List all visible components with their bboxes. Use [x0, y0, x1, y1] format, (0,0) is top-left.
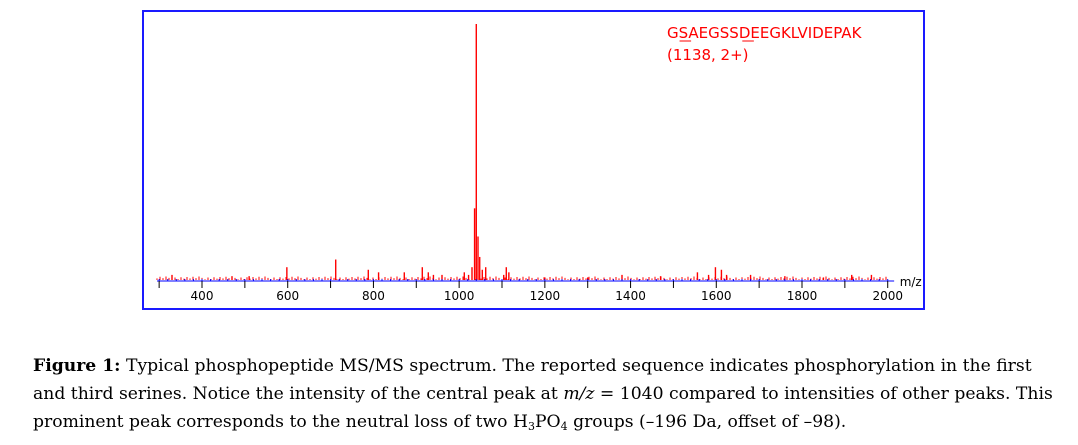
x-tick-label: 600 [276, 289, 299, 303]
peptide-sequence-text: GSAEGSSDEEGKLVIDEPAK [667, 24, 863, 42]
caption-mz-symbol: m/z [563, 384, 595, 404]
x-tick-label: 400 [191, 289, 214, 303]
spectrum-figure: 400 600 800 1000 1200 1400 1600 1800 2000 m/z GSAE… [142, 10, 925, 310]
x-tick-label: 1000 [444, 289, 475, 303]
x-tick-label: 800 [362, 289, 385, 303]
caption-label: Figure 1: [33, 356, 121, 376]
caption-subscript-4: 4 [560, 420, 568, 433]
caption-subscript-3: 3 [527, 420, 535, 433]
caption-text-1: Typical phosphopeptide MS/MS spectrum. T… [33, 356, 1032, 404]
x-tick-label: 1200 [530, 289, 561, 303]
caption-text-4: groups (–196 Da, offset of –98). [567, 412, 847, 432]
caption-text-2: = 1040 compared to intensities of other … [33, 384, 1053, 432]
x-tick-label: 1600 [701, 289, 732, 303]
x-tick-label: 1400 [615, 289, 646, 303]
figure-caption: Figure 1: Typical phosphopeptide MS/MS s… [33, 352, 1063, 436]
x-axis-label: m/z [900, 275, 922, 289]
precursor-info-text: (1138, 2+) [667, 46, 749, 64]
x-tick-label: 2000 [872, 289, 903, 303]
x-tick-label: 1800 [787, 289, 818, 303]
caption-text-3: PO [534, 412, 561, 432]
